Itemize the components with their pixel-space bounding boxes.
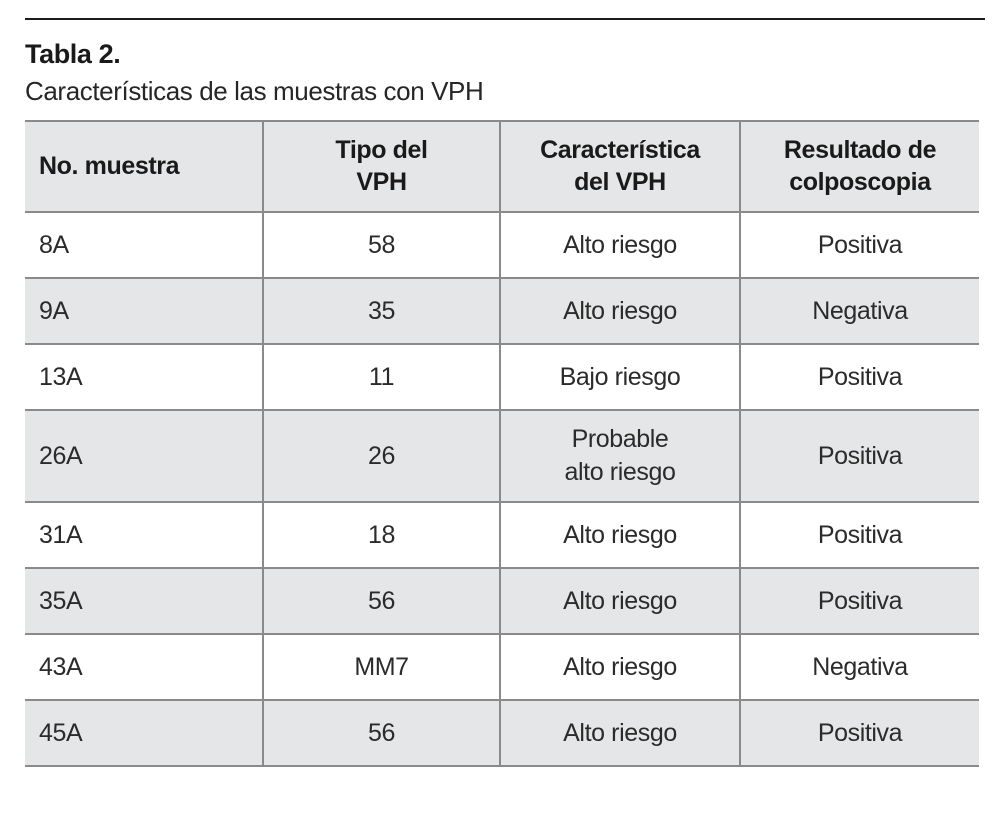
cell-caracteristica-vph: Probable alto riesgo (499, 409, 740, 503)
table-row: 8A 58 Alto riesgo Positiva (25, 211, 979, 279)
cell-caracteristica-vph: Alto riesgo (499, 633, 740, 701)
table-row: 13A 11 Bajo riesgo Positiva (25, 343, 979, 411)
cell-no-muestra: 13A (25, 343, 263, 411)
cell-resultado-colposcopia: Positiva (739, 211, 979, 279)
table-row: 35A 56 Alto riesgo Positiva (25, 567, 979, 635)
header-row: No. muestra Tipo del VPH Característica … (25, 119, 979, 213)
cell-resultado-colposcopia: Negativa (739, 633, 979, 701)
column-header-caracteristica-vph: Característica del VPH (499, 119, 740, 213)
table-header: No. muestra Tipo del VPH Característica … (25, 119, 979, 213)
top-rule (25, 18, 985, 20)
table-row: 31A 18 Alto riesgo Positiva (25, 501, 979, 569)
cell-caracteristica-vph: Alto riesgo (499, 699, 740, 767)
column-header-no-muestra: No. muestra (25, 119, 263, 213)
page: Tabla 2. Características de las muestras… (25, 18, 985, 767)
cell-caracteristica-vph: Alto riesgo (499, 277, 740, 345)
table-row: 26A 26 Probable alto riesgo Positiva (25, 409, 979, 503)
cell-tipo-vph: 35 (262, 277, 500, 345)
cell-no-muestra: 43A (25, 633, 263, 701)
cell-tipo-vph: 26 (262, 409, 500, 503)
cell-resultado-colposcopia: Negativa (739, 277, 979, 345)
data-table: No. muestra Tipo del VPH Característica … (25, 119, 979, 767)
table-body: 8A 58 Alto riesgo Positiva 9A 35 Alto ri… (25, 211, 979, 767)
cell-caracteristica-vph: Bajo riesgo (499, 343, 740, 411)
cell-resultado-colposcopia: Positiva (739, 343, 979, 411)
table-row: 43A MM7 Alto riesgo Negativa (25, 633, 979, 701)
cell-no-muestra: 35A (25, 567, 263, 635)
cell-resultado-colposcopia: Positiva (739, 567, 979, 635)
cell-caracteristica-vph: Alto riesgo (499, 211, 740, 279)
table-subtitle: Características de las muestras con VPH (25, 76, 484, 107)
table-title: Tabla 2. (25, 39, 121, 69)
cell-tipo-vph: 58 (262, 211, 500, 279)
cell-no-muestra: 9A (25, 277, 263, 345)
cell-caracteristica-vph: Alto riesgo (499, 501, 740, 569)
cell-resultado-colposcopia: Positiva (739, 409, 979, 503)
cell-no-muestra: 26A (25, 409, 263, 503)
cell-tipo-vph: 56 (262, 567, 500, 635)
table-row: 45A 56 Alto riesgo Positiva (25, 699, 979, 767)
cell-tipo-vph: 18 (262, 501, 500, 569)
cell-no-muestra: 45A (25, 699, 263, 767)
cell-tipo-vph: MM7 (262, 633, 500, 701)
cell-no-muestra: 8A (25, 211, 263, 279)
column-header-tipo-vph: Tipo del VPH (262, 119, 500, 213)
cell-caracteristica-vph: Alto riesgo (499, 567, 740, 635)
cell-resultado-colposcopia: Positiva (739, 501, 979, 569)
cell-tipo-vph: 56 (262, 699, 500, 767)
table-row: 9A 35 Alto riesgo Negativa (25, 277, 979, 345)
column-header-resultado-colposcopia: Resultado de colposcopia (739, 119, 979, 213)
cell-resultado-colposcopia: Positiva (739, 699, 979, 767)
cell-no-muestra: 31A (25, 501, 263, 569)
cell-tipo-vph: 11 (262, 343, 500, 411)
